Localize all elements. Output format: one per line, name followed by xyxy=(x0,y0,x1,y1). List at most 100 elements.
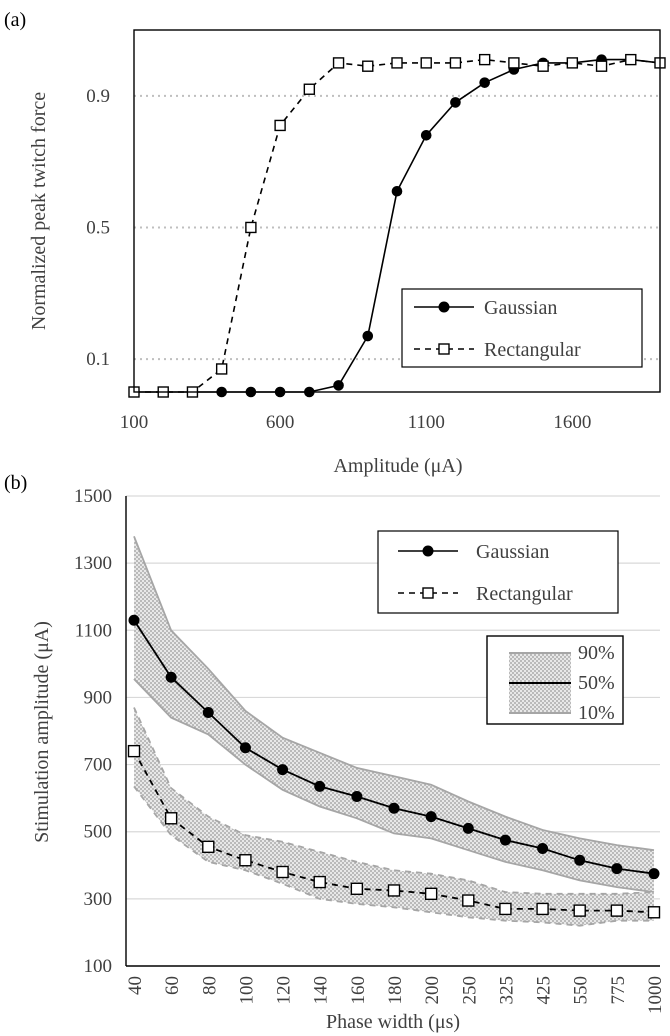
gaussian-point xyxy=(277,764,289,776)
x-tick-label-100: 100 xyxy=(120,412,149,433)
legend-b-rectangular-marker xyxy=(422,587,434,599)
gaussian-point xyxy=(333,380,344,391)
gaussian-p10-line xyxy=(133,678,655,893)
gaussian-point xyxy=(499,834,511,846)
gaussian-point xyxy=(537,843,549,854)
rectangular-point xyxy=(462,894,475,907)
panel-a-plot-frame xyxy=(133,29,661,393)
percentile-legend-50-label: 50% xyxy=(578,672,615,694)
gaussian-point xyxy=(362,330,374,342)
panel-b-percentile-bands xyxy=(133,535,655,927)
rectangular-point xyxy=(215,363,228,375)
legend-rectangular-marker xyxy=(438,343,450,355)
rectangular-point xyxy=(625,53,637,66)
panel-b-y-axis-label: Stimulation amplitude (μA) xyxy=(31,621,53,843)
x-tick-label-1100: 1100 xyxy=(408,412,445,433)
panel-a-ticks: 0.1 0.5 0.9 100 600 1100 1600 xyxy=(86,86,591,433)
gaussian-point xyxy=(388,802,400,814)
y-tick-label-300: 300 xyxy=(84,889,113,910)
x-tick-label-775: 775 xyxy=(608,976,629,1005)
x-tick-label-140: 140 xyxy=(311,976,332,1005)
x-tick-label-40: 40 xyxy=(125,976,146,995)
gaussian-point xyxy=(611,863,623,875)
y-tick-label-700: 700 xyxy=(84,755,113,776)
gaussian-point xyxy=(450,97,461,108)
rectangular-point xyxy=(127,744,141,758)
y-tick-label-1300: 1300 xyxy=(74,553,112,574)
legend-gaussian-marker xyxy=(438,301,450,313)
rectangular-median-line xyxy=(133,750,655,914)
rectangular-point xyxy=(478,53,491,66)
x-tick-label-120: 120 xyxy=(274,976,295,1005)
legend-rectangular-label: Rectangular xyxy=(484,339,581,361)
panel-a-y-axis-label: Normalized peak twitch force xyxy=(28,92,50,330)
gaussian-point xyxy=(351,790,363,802)
rectangular-point xyxy=(647,906,661,919)
rectangular-point xyxy=(362,60,374,72)
x-tick-label-325: 325 xyxy=(496,976,517,1005)
gaussian-band-area xyxy=(134,536,654,893)
panel-b-x-axis-label: Phase width (μs) xyxy=(326,1011,460,1033)
gaussian-point xyxy=(648,868,660,880)
rectangular-point xyxy=(332,57,345,69)
panel-a-legend: Gaussian Rectangular xyxy=(401,288,643,368)
rectangular-point xyxy=(239,854,252,867)
rectangular-point xyxy=(595,60,608,72)
percentile-legend-90-label: 90% xyxy=(578,642,615,664)
gaussian-point xyxy=(425,811,437,823)
rectangular-point xyxy=(274,119,286,132)
rectangular-point xyxy=(164,812,178,825)
x-tick-label-250: 250 xyxy=(459,976,480,1005)
rectangular-point xyxy=(245,221,257,234)
y-tick-label-500: 500 xyxy=(84,822,113,843)
gaussian-point xyxy=(479,77,490,88)
gaussian-point xyxy=(165,671,177,683)
rectangular-point xyxy=(499,902,512,916)
rectangular-point xyxy=(610,904,624,917)
panel-b-series-legend: Gaussian Rectangular xyxy=(377,530,619,614)
rectangular-point xyxy=(276,865,289,879)
rectangular-point xyxy=(391,57,403,69)
x-tick-label-180: 180 xyxy=(385,976,406,1005)
rectangular-point xyxy=(387,884,401,897)
chart-panel-a: (a) 0.1 0.5 0.9 100 600 1100 1600 Amplitude (μ… xyxy=(4,9,666,477)
y-tick-label-0.9: 0.9 xyxy=(86,86,110,107)
x-tick-label-160: 160 xyxy=(348,976,369,1005)
rectangular-point xyxy=(566,57,579,69)
rectangular-band-area xyxy=(134,707,654,926)
rectangular-point xyxy=(350,882,364,895)
gaussian-point xyxy=(462,822,474,834)
y-tick-label-1500: 1500 xyxy=(74,486,112,507)
rectangular-point xyxy=(449,57,462,69)
legend-gaussian-label: Gaussian xyxy=(484,297,557,319)
gaussian-point xyxy=(239,742,251,754)
rectangular-point xyxy=(303,83,316,95)
gaussian-point xyxy=(574,854,586,866)
panel-a-label: (a) xyxy=(4,9,26,31)
panel-b-series xyxy=(127,614,661,919)
y-tick-label-900: 900 xyxy=(84,687,113,708)
panel-b-percentile-legend: 90% 50% 10% xyxy=(486,635,624,725)
percentile-legend-10-label: 10% xyxy=(578,702,615,724)
rectangular-point xyxy=(536,902,549,916)
y-tick-label-0.1: 0.1 xyxy=(86,349,110,370)
x-tick-label-60: 60 xyxy=(162,976,183,995)
gaussian-point xyxy=(420,130,432,141)
panel-b-label: (b) xyxy=(4,472,27,494)
legend-b-gaussian-label: Gaussian xyxy=(476,541,549,563)
y-tick-label-100: 100 xyxy=(84,956,113,977)
x-tick-label-1600: 1600 xyxy=(553,412,591,433)
rectangular-point xyxy=(508,57,520,69)
gaussian-point xyxy=(202,707,214,719)
panel-b-legend-box xyxy=(377,530,619,614)
legend-b-gaussian-marker xyxy=(422,545,434,557)
x-tick-label-80: 80 xyxy=(199,976,220,995)
rectangular-point xyxy=(573,904,586,917)
gaussian-point xyxy=(391,185,403,197)
x-tick-label-425: 425 xyxy=(534,976,555,1005)
y-tick-label-1100: 1100 xyxy=(75,620,112,641)
rectangular-point xyxy=(313,875,326,889)
x-tick-label-200: 200 xyxy=(422,976,443,1005)
